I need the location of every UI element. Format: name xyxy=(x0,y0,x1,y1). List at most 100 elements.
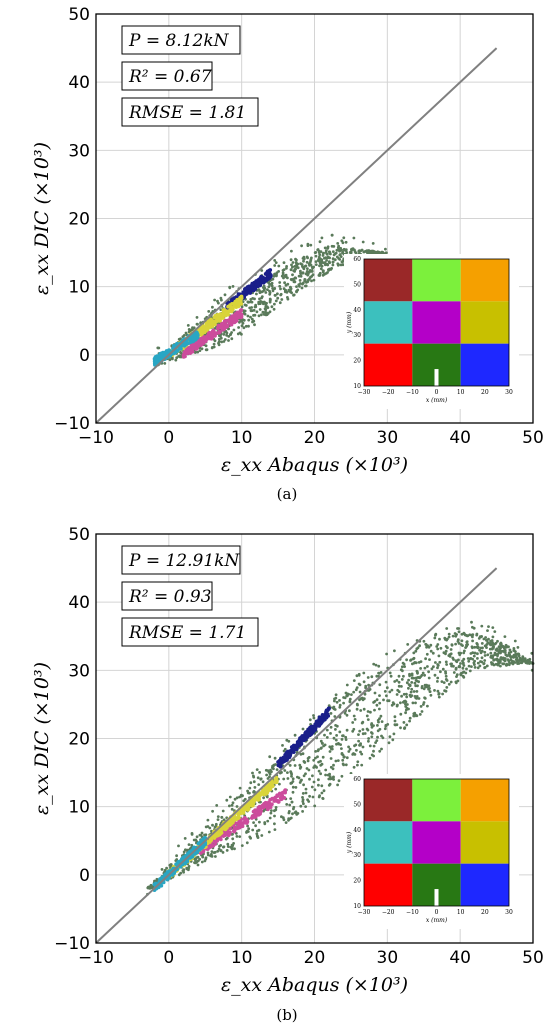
scatter-point xyxy=(516,662,519,665)
scatter-point xyxy=(471,657,474,661)
scatter-point xyxy=(272,764,275,768)
y-tick-label: 0 xyxy=(79,346,90,366)
scatter-point xyxy=(281,744,284,747)
scatter-point xyxy=(238,320,241,324)
scatter-point xyxy=(258,297,261,301)
scatter-point xyxy=(471,646,474,650)
scatter-point xyxy=(204,856,208,860)
scatter-point xyxy=(496,662,500,665)
scatter-point xyxy=(196,859,200,863)
scatter-point xyxy=(402,674,405,678)
scatter-point xyxy=(336,759,340,762)
scatter-point xyxy=(383,690,387,693)
scatter-point xyxy=(286,297,290,301)
scatter-point xyxy=(244,304,248,307)
scatter-point xyxy=(405,723,409,727)
scatter-point-yellow xyxy=(243,807,248,812)
scatter-point xyxy=(298,279,302,282)
scatter-point xyxy=(503,650,507,654)
scatter-point xyxy=(467,659,471,663)
scatter-point-magenta xyxy=(223,318,228,323)
scatter-point xyxy=(332,705,336,709)
scatter-point xyxy=(290,249,293,253)
scatter-point-magenta xyxy=(201,337,206,341)
scatter-point xyxy=(420,710,424,713)
scatter-point xyxy=(466,643,469,646)
scatter-point xyxy=(268,772,272,776)
scatter-point xyxy=(457,630,461,634)
scatter-point xyxy=(335,700,339,704)
scatter-point xyxy=(250,300,254,304)
inset-cell xyxy=(364,343,413,386)
scatter-point xyxy=(507,663,511,667)
scatter-point xyxy=(513,639,517,643)
scatter-point xyxy=(259,800,262,804)
scatter-point xyxy=(335,724,339,728)
scatter-point xyxy=(401,661,405,665)
scatter-point-blue xyxy=(246,285,251,290)
scatter-point xyxy=(428,687,431,690)
scatter-point xyxy=(296,266,300,270)
scatter-point xyxy=(439,670,442,674)
scatter-point xyxy=(450,664,453,668)
scatter-point xyxy=(449,662,453,666)
scatter-point xyxy=(268,816,272,820)
scatter-point xyxy=(318,264,321,268)
scatter-point xyxy=(273,828,277,831)
scatter-point xyxy=(257,783,261,786)
scatter-point xyxy=(322,789,326,793)
scatter-point xyxy=(262,286,266,290)
scatter-point xyxy=(402,692,406,696)
inset-cell xyxy=(412,779,461,822)
scatter-point xyxy=(304,787,308,791)
scatter-point xyxy=(258,308,262,311)
scatter-point xyxy=(454,642,457,646)
scatter-point xyxy=(329,732,332,735)
scatter-point xyxy=(495,647,499,651)
scatter-point xyxy=(385,686,389,690)
scatter-point xyxy=(291,273,294,277)
scatter-point xyxy=(227,339,230,342)
scatter-point xyxy=(439,646,443,650)
scatter-point xyxy=(444,689,448,693)
scatter-point xyxy=(273,814,276,818)
scatter-point xyxy=(331,263,335,267)
scatter-point xyxy=(437,654,441,658)
scatter-point xyxy=(313,251,317,255)
scatter-point-blue xyxy=(295,740,300,744)
scatter-point-magenta xyxy=(217,330,222,335)
scatter-point xyxy=(317,769,321,773)
scatter-point xyxy=(204,348,208,352)
scatter-point xyxy=(280,815,283,819)
scatter-point xyxy=(384,247,387,251)
scatter-point xyxy=(367,737,370,740)
scatter-point xyxy=(362,671,366,675)
scatter-point xyxy=(358,683,362,687)
scatter-point xyxy=(444,674,448,678)
scatter-point xyxy=(433,636,437,640)
scatter-point xyxy=(374,250,377,254)
scatter-point-cyan xyxy=(194,330,199,335)
scatter-point xyxy=(292,293,295,297)
scatter-point-cyan xyxy=(157,354,162,358)
scatter-point xyxy=(204,344,208,348)
scatter-point xyxy=(467,664,471,668)
scatter-point xyxy=(265,305,269,309)
scatter-point xyxy=(210,829,213,833)
scatter-point xyxy=(343,696,347,700)
scatter-point xyxy=(246,830,250,833)
scatter-point xyxy=(299,282,302,285)
scatter-point xyxy=(328,261,331,265)
y-tick-label: −10 xyxy=(54,934,90,954)
scatter-point xyxy=(211,305,214,309)
y-tick-label: 30 xyxy=(68,141,90,161)
inset-cell xyxy=(460,343,509,386)
scatter-point xyxy=(465,640,469,643)
scatter-point xyxy=(354,251,358,255)
scatter-point xyxy=(249,309,253,312)
scatter-point xyxy=(361,728,365,731)
x-axis-label-b: ε_xx Abaqus (×10³) xyxy=(221,974,408,996)
scatter-point xyxy=(368,756,372,760)
scatter-point xyxy=(186,848,189,852)
scatter-point xyxy=(175,854,179,858)
